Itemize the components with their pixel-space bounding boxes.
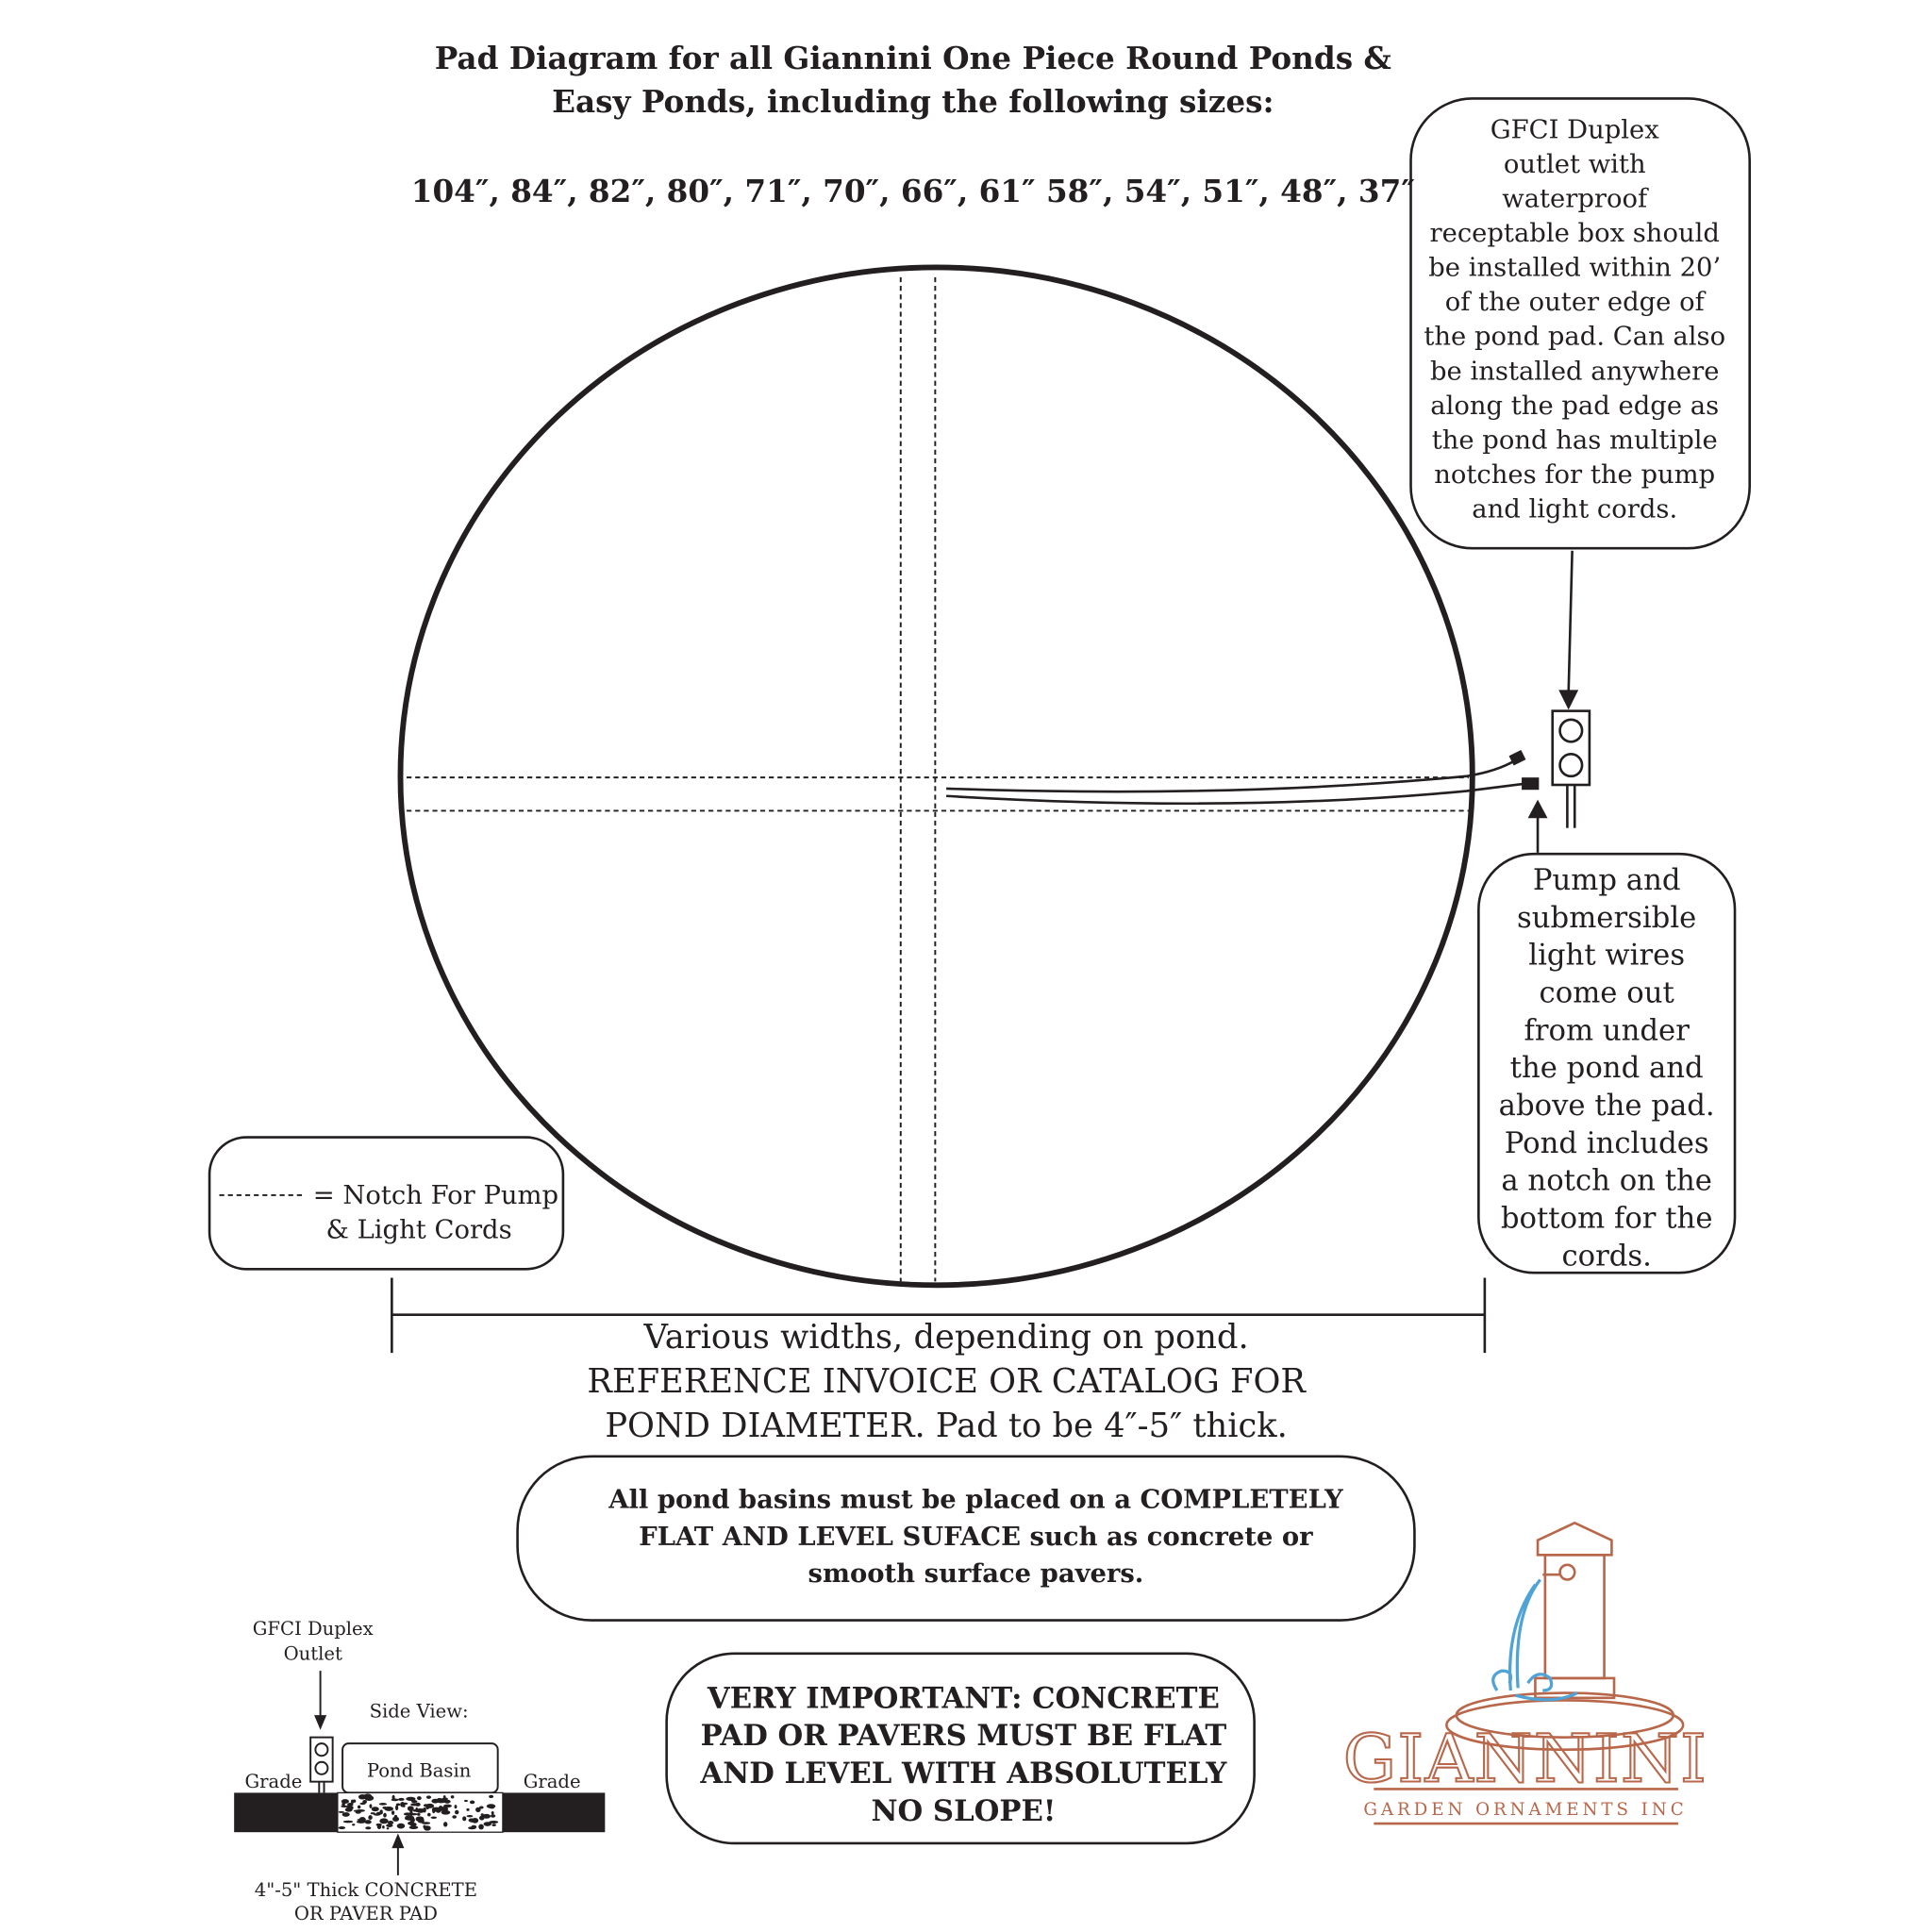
- gfci-callout-line: the pond has multiple: [1432, 425, 1718, 455]
- gfci-arrow: [1558, 550, 1579, 710]
- gfci-callout-line: waterproof: [1502, 184, 1649, 213]
- dimension-text-line: Various widths, depending on pond.: [642, 1318, 1248, 1357]
- wires-callout-line: come out: [1540, 977, 1675, 1010]
- wires-callout-line: bottom for the: [1501, 1203, 1713, 1236]
- wires-callout-line: above the pad.: [1499, 1090, 1715, 1123]
- wires-callout-line: Pond includes: [1505, 1127, 1709, 1160]
- wires-callout-line: the pond and: [1510, 1052, 1704, 1085]
- gfci-callout-line: receptable box should: [1430, 219, 1720, 248]
- legend-line2: & Light Cords: [325, 1216, 511, 1245]
- gfci-callout-line: be installed anywhere: [1430, 357, 1719, 386]
- grade-right-ground: [502, 1792, 606, 1833]
- gfci-outlet-icon: [1551, 709, 1591, 828]
- wires-callout-line: cords.: [1561, 1240, 1651, 1273]
- grade-left: Grade: [245, 1771, 303, 1792]
- title-line2: Easy Ponds, including the following size…: [552, 83, 1274, 120]
- side-view: GFCI Duplex Outlet Side View: Pond Basin…: [234, 1618, 606, 1924]
- important-notice-box: [665, 1652, 1256, 1845]
- pad-label2: OR PAVER PAD: [294, 1903, 438, 1924]
- flat-notice-box: [516, 1455, 1416, 1622]
- wires-callout-line: Pump and: [1533, 864, 1681, 897]
- gravel-texture: [338, 1793, 499, 1831]
- wires-callout-line: submersible: [1517, 902, 1696, 935]
- pond-pad-circle: [397, 264, 1475, 1289]
- gfci-callout-line: along the pad edge as: [1430, 391, 1719, 421]
- wires-callout: [1477, 852, 1737, 1274]
- logo-name: GIANNINI: [1343, 1721, 1707, 1798]
- grade-left-ground: [234, 1792, 338, 1833]
- flat-notice-line: All pond basins must be placed on a COMP…: [608, 1485, 1343, 1515]
- important-notice-line: AND LEVEL WITH ABSOLUTELY: [699, 1757, 1227, 1790]
- side-outlet-label1: GFCI Duplex: [253, 1618, 374, 1640]
- important-notice-line: NO SLOPE!: [871, 1794, 1056, 1828]
- wires-callout-line: light wires: [1528, 940, 1685, 973]
- side-basin-label: Pond Basin: [367, 1759, 472, 1781]
- gfci-callout-line: the pond pad. Can also: [1424, 323, 1725, 352]
- gfci-callout-line: notches for the pump: [1434, 460, 1715, 490]
- wires-callout-line: a notch on the: [1501, 1165, 1712, 1198]
- title-line1: Pad Diagram for all Giannini One Piece R…: [435, 40, 1391, 76]
- gfci-callout-line: GFCI Duplex: [1491, 115, 1660, 144]
- side-outlet-icon: [309, 1736, 334, 1793]
- gfci-callout: [1409, 97, 1751, 550]
- dimension-text-line: POND DIAMETER. Pad to be 4″-5″ thick.: [605, 1407, 1288, 1445]
- dimension-line: [391, 1277, 1487, 1354]
- gfci-callout-line: and light cords.: [1472, 495, 1677, 525]
- notch-lines: [407, 276, 1469, 1282]
- grade-right: Grade: [524, 1771, 581, 1792]
- flat-notice-line: FLAT AND LEVEL SUFACE such as concrete o…: [639, 1522, 1313, 1552]
- pond-sizes: 104″, 84″, 82″, 80″, 71″, 70″, 66″, 61″ …: [411, 173, 1415, 209]
- pad-label1: 4"-5" Thick CONCRETE: [255, 1879, 477, 1901]
- wires-arrow: [1527, 799, 1548, 853]
- legend-line1: = Notch For Pump: [313, 1181, 558, 1210]
- important-notice-line: PAD OR PAVERS MUST BE FLAT: [701, 1719, 1227, 1753]
- gfci-callout-line: of the outer edge of: [1445, 288, 1707, 317]
- side-view-title: Side View:: [370, 1701, 469, 1723]
- gfci-callout-line: be installed within 20’: [1428, 254, 1721, 283]
- giannini-logo: GIANNINI GARDEN ORNAMENTS INC: [1342, 1521, 1707, 1825]
- pump-light-cords: [946, 749, 1540, 806]
- gfci-callout-line: outlet with: [1504, 150, 1646, 179]
- logo-tagline: GARDEN ORNAMENTS INC: [1363, 1800, 1687, 1820]
- dimension-text-line: REFERENCE INVOICE OR CATALOG FOR: [587, 1362, 1307, 1401]
- side-outlet-label2: Outlet: [284, 1642, 342, 1664]
- flat-notice-line: smooth surface pavers.: [808, 1558, 1144, 1589]
- important-notice-line: VERY IMPORTANT: CONCRETE: [707, 1681, 1220, 1715]
- legend-box: [208, 1136, 565, 1271]
- wires-callout-line: from under: [1524, 1014, 1690, 1047]
